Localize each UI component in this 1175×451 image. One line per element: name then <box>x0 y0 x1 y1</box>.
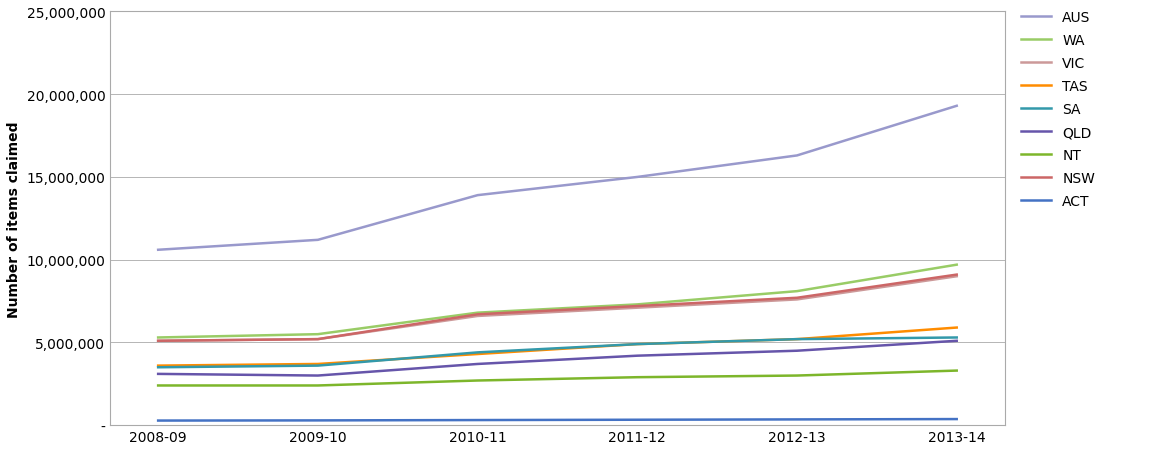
WA <box>790 289 804 294</box>
ACT <box>470 418 484 423</box>
AUS <box>949 104 964 109</box>
NT <box>152 383 166 388</box>
TAS <box>152 363 166 368</box>
NSW <box>311 337 325 342</box>
NT <box>311 383 325 388</box>
SA <box>152 365 166 370</box>
AUS <box>630 175 644 180</box>
SA <box>949 335 964 341</box>
Legend: AUS, WA, VIC, TAS, SA, QLD, NT, NSW, ACT: AUS, WA, VIC, TAS, SA, QLD, NT, NSW, ACT <box>1021 11 1095 209</box>
VIC <box>152 338 166 344</box>
TAS <box>630 341 644 347</box>
QLD <box>311 373 325 378</box>
NT <box>470 378 484 383</box>
TAS <box>311 361 325 367</box>
SA <box>790 337 804 342</box>
Line: AUS: AUS <box>159 106 956 250</box>
Line: TAS: TAS <box>159 328 956 366</box>
ACT <box>311 418 325 423</box>
Line: QLD: QLD <box>159 341 956 376</box>
VIC <box>790 297 804 303</box>
AUS <box>790 153 804 159</box>
WA <box>949 262 964 268</box>
VIC <box>630 305 644 311</box>
SA <box>311 363 325 368</box>
NSW <box>790 295 804 301</box>
QLD <box>470 361 484 367</box>
QLD <box>949 338 964 344</box>
Line: VIC: VIC <box>159 276 956 341</box>
ACT <box>790 417 804 422</box>
TAS <box>949 325 964 331</box>
Line: SA: SA <box>159 338 956 368</box>
QLD <box>790 348 804 354</box>
NT <box>790 373 804 378</box>
NSW <box>630 304 644 309</box>
SA <box>470 350 484 355</box>
Line: WA: WA <box>159 265 956 338</box>
Line: NSW: NSW <box>159 275 956 341</box>
ACT <box>152 418 166 423</box>
WA <box>470 310 484 316</box>
QLD <box>630 353 644 359</box>
Line: NT: NT <box>159 371 956 386</box>
WA <box>152 335 166 341</box>
NT <box>630 375 644 380</box>
AUS <box>311 238 325 243</box>
Line: ACT: ACT <box>159 419 956 421</box>
AUS <box>152 248 166 253</box>
TAS <box>470 351 484 357</box>
QLD <box>152 371 166 377</box>
AUS <box>470 193 484 198</box>
Y-axis label: Number of items claimed: Number of items claimed <box>7 121 21 317</box>
WA <box>630 302 644 308</box>
VIC <box>949 274 964 279</box>
NT <box>949 368 964 373</box>
NSW <box>949 272 964 278</box>
WA <box>311 332 325 337</box>
SA <box>630 341 644 347</box>
ACT <box>630 417 644 423</box>
VIC <box>470 313 484 319</box>
VIC <box>311 337 325 342</box>
ACT <box>949 416 964 422</box>
NSW <box>152 338 166 344</box>
NSW <box>470 312 484 318</box>
TAS <box>790 337 804 342</box>
